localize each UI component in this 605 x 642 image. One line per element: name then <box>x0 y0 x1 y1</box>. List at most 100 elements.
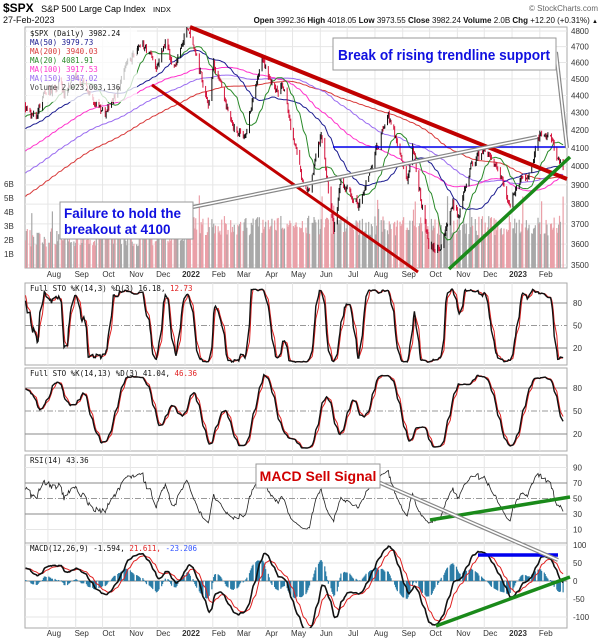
legend-ma100: MA(100) 3917.53 <box>30 65 98 74</box>
macd-histogram-bar <box>162 581 165 582</box>
volume-bar <box>69 242 71 268</box>
volume-bar <box>58 234 60 268</box>
volume-bar <box>49 242 51 268</box>
macd-histogram-bar <box>508 581 510 594</box>
macd-histogram-bar <box>224 581 226 584</box>
macd-histogram-bar <box>294 581 296 599</box>
macd-histogram-bar <box>123 569 125 581</box>
volume-bar <box>250 222 252 268</box>
volume-bar <box>459 230 461 268</box>
sto2-lines <box>25 373 564 449</box>
macd-histogram-bar <box>238 581 240 587</box>
x-tick-label: Sep <box>75 270 90 279</box>
macd-histogram-bar <box>239 581 242 583</box>
macd-histogram-bar <box>424 581 426 595</box>
macd-histogram-bar <box>327 581 329 584</box>
volume-bar <box>484 222 486 268</box>
volume-bar <box>544 233 546 268</box>
macd-histogram-bar <box>440 577 442 581</box>
macd-histogram-bar <box>218 575 220 581</box>
volume-bar <box>559 221 562 268</box>
volume-bar <box>237 224 239 268</box>
volume-bar <box>368 234 371 268</box>
price-tick-label: 4400 <box>571 91 589 100</box>
macd-histogram-bar <box>456 569 458 581</box>
volume-bar <box>162 235 164 268</box>
macd-histogram-bar <box>359 580 361 581</box>
volume-bar <box>225 223 227 268</box>
macd-histogram-bar <box>95 581 97 589</box>
volume-bar <box>471 216 473 268</box>
volume-tick-label: 4B <box>4 208 14 217</box>
macd-histogram-bar <box>471 568 473 581</box>
macd-histogram-bar <box>79 581 81 582</box>
volume-bar <box>42 244 45 268</box>
macd-histogram-bar <box>496 581 498 590</box>
macd-histogram-bar <box>101 581 104 586</box>
macd-histogram-bar <box>374 568 376 581</box>
volume-bar <box>356 221 358 268</box>
volume-bar <box>220 234 222 268</box>
volume-bar <box>217 226 219 268</box>
macd-histogram-bar <box>443 574 445 581</box>
volume-bar <box>212 227 214 268</box>
macd-histogram-bar <box>532 573 534 581</box>
volume-bar <box>545 219 547 268</box>
macd-histogram-bar <box>139 577 141 581</box>
macd-histogram-bar <box>83 581 85 584</box>
volume-bar <box>318 234 320 268</box>
volume-bar <box>277 217 279 268</box>
volume-bar <box>389 224 391 268</box>
macd-histogram-bar <box>212 581 214 584</box>
macd-histogram-bar <box>49 577 51 581</box>
price-tick-label: 4300 <box>571 108 589 117</box>
x-tick-label: 2023 <box>509 270 527 279</box>
volume-bar <box>377 199 379 268</box>
volume-bar <box>294 224 296 268</box>
macd-histogram-bar <box>325 571 327 581</box>
indicator-tick-label: 20 <box>573 344 582 353</box>
x-tick-label: May <box>291 270 306 279</box>
indicator-tick-label: 50 <box>573 559 582 568</box>
macd-histogram-bar <box>50 577 52 581</box>
volume-bar <box>336 219 338 268</box>
volume-bar <box>192 235 194 268</box>
volume-bar <box>101 238 103 268</box>
volume-bar <box>230 232 233 268</box>
volume-bar <box>480 218 483 268</box>
volume-bar <box>299 228 302 268</box>
volume-tick-label: 1B <box>4 250 14 259</box>
macd-histogram-bar <box>58 579 60 581</box>
macd-histogram-bar <box>136 575 138 581</box>
macd-histogram-bar <box>293 581 295 599</box>
macd-histogram-bar <box>130 571 132 581</box>
macd-histogram-bar <box>320 560 322 581</box>
macd-histogram-bar <box>395 581 398 590</box>
svg-text:breakout at 4100: breakout at 4100 <box>64 222 171 237</box>
macd-histogram-bar <box>315 567 317 581</box>
panel-frame <box>24 367 568 452</box>
volume-bar <box>418 226 420 268</box>
volume-bar <box>108 239 110 268</box>
legend-ma20: MA(20) 4081.91 <box>30 56 93 65</box>
volume-bar <box>499 229 501 268</box>
macd-histogram-bar <box>67 581 70 584</box>
macd-histogram-bar <box>383 570 385 581</box>
price-tick-label: 4200 <box>571 126 589 135</box>
symbol: $SPX <box>3 1 34 15</box>
x-tick-label: Dec <box>483 629 497 638</box>
rising-support-line <box>447 155 572 271</box>
volume-bar <box>351 225 354 268</box>
volume-bar <box>276 218 278 268</box>
volume-bar <box>118 239 120 268</box>
macd-histogram-bar <box>170 581 172 584</box>
macd-histogram-bar <box>175 581 177 588</box>
macd-histogram-bar <box>32 581 34 585</box>
volume-bar <box>411 220 414 268</box>
x-tick-label: Dec <box>156 270 170 279</box>
macd-histogram-bar <box>201 581 203 596</box>
volume-bar <box>93 242 95 268</box>
volume-bar <box>142 236 144 268</box>
volume-bar <box>50 228 53 268</box>
